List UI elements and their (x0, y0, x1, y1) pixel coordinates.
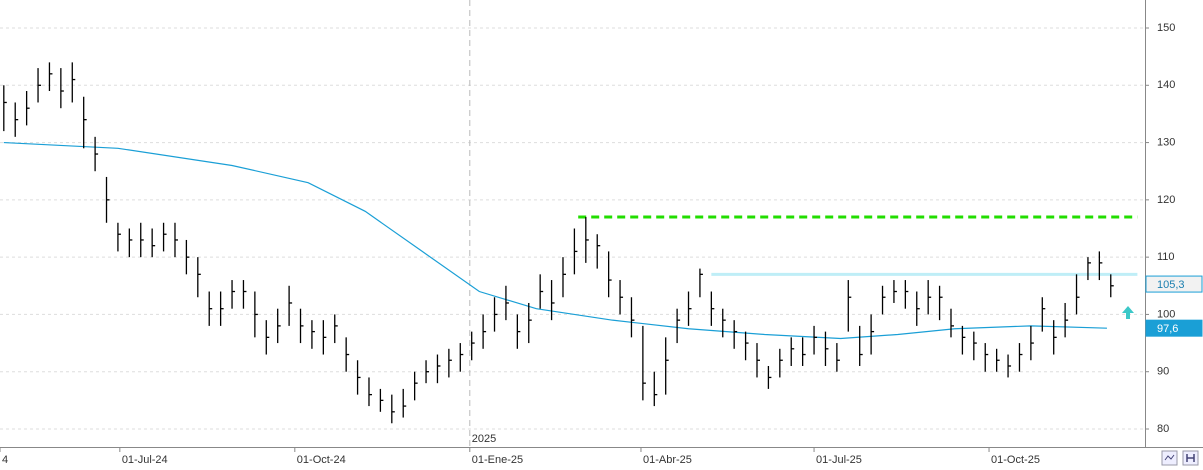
y-tick-label: 140 (1157, 79, 1175, 91)
x-tick-label: 01-Oct-25 (991, 454, 1040, 466)
h-icon-glyph (1186, 454, 1195, 462)
price-tag-label: 105,3 (1157, 279, 1185, 291)
y-tick-label: 110 (1157, 251, 1175, 263)
y-tick-label: 120 (1157, 194, 1175, 206)
y-tick-label: 130 (1157, 136, 1175, 148)
moving-average (3, 141, 1107, 340)
x-tick-label: 01-Jul-24 (122, 454, 168, 466)
x-tick-label: 01-Ene-25 (472, 454, 523, 466)
x-tick-label: 4 (2, 454, 8, 466)
y-tick-label: 100 (1157, 308, 1175, 320)
price-tag-label: 97,6 (1157, 323, 1178, 335)
price-tag (1145, 275, 1203, 293)
year-label: 2025 (472, 433, 496, 445)
corner-icons[interactable] (1161, 450, 1199, 466)
y-tick-label: 80 (1157, 423, 1169, 435)
y-tick-label: 90 (1157, 366, 1169, 378)
signal-arrow (1122, 306, 1134, 319)
price-tag (1145, 319, 1203, 337)
x-tick-label: 01-Oct-24 (297, 454, 346, 466)
y-tick-label: 150 (1157, 22, 1175, 34)
x-tick-label: 01-Jul-25 (816, 454, 862, 466)
x-tick-label: 01-Abr-25 (643, 454, 692, 466)
zoom-icon-glyph (1164, 454, 1175, 461)
